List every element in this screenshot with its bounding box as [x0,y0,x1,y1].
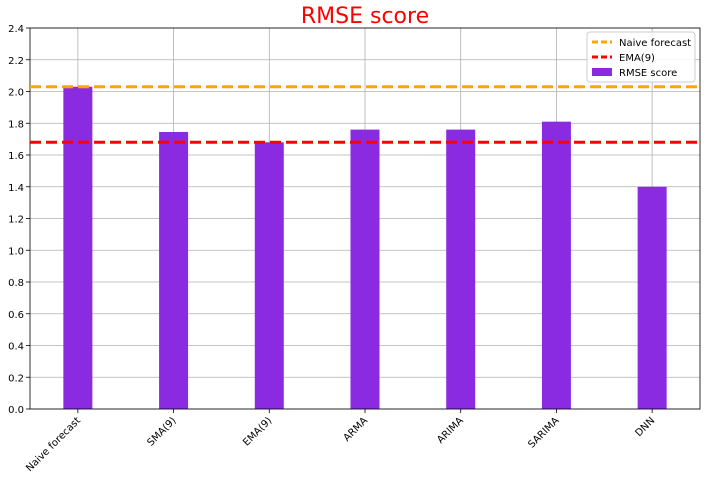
x-tick-label: DNN [633,415,657,439]
x-tick-label: SMA(9) [145,415,178,448]
plot-frame [29,27,701,410]
y-tick-label: 1.0 [8,246,24,257]
legend-label: Naive forecast [619,38,691,49]
x-tick-label: ARIMA [435,415,466,446]
bar-arima [446,129,476,409]
y-tick-label: 2.2 [8,56,24,67]
legend-label: EMA(9) [619,53,655,64]
bar-sma-9 [159,131,189,409]
bar-dnn [637,186,667,409]
y-tick-label: 1.2 [8,215,24,226]
bar-naive-forecast [63,86,93,410]
y-tick-label: 2.0 [8,88,24,99]
legend-label: RMSE score [619,68,677,79]
y-tick-label: 0.8 [8,278,24,289]
y-tick-label: 1.4 [8,183,24,194]
legend: Naive forecast EMA(9) RMSE score [586,31,696,83]
legend-swatch [592,68,612,76]
bar-sarima [541,121,571,409]
bars [63,86,667,410]
x-tick-label: Naive forecast [24,415,83,474]
x-tick-label: EMA(9) [241,415,274,448]
y-tick-label: 1.6 [8,151,24,162]
x-tick-label: SARIMA [526,415,561,450]
y-tick-label: 0.4 [8,342,24,353]
y-tick-label: 0.6 [8,310,24,321]
legend-item-rmse-score: RMSE score [592,68,677,79]
legend-box [586,31,696,83]
y-tick-label: 1.8 [8,119,24,130]
bar-ema-9 [254,142,284,410]
chart-title: RMSE score [301,4,429,29]
legend-item-ema9: EMA(9) [592,53,655,64]
y-tick-label: 0.0 [8,405,24,416]
legend-item-naive-forecast: Naive forecast [592,38,691,49]
y-tick-label: 0.2 [8,373,24,384]
bar-arma [350,129,380,409]
y-tick-label: 2.4 [8,24,24,35]
x-tick-label: ARMA [342,415,371,444]
